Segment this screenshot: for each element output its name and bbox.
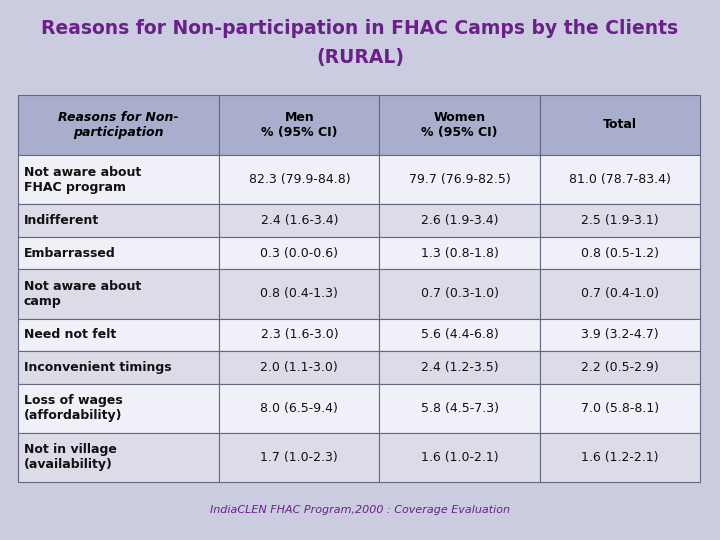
Bar bbox=[18, 204, 219, 237]
Bar bbox=[540, 95, 700, 155]
Text: Indifferent: Indifferent bbox=[24, 214, 99, 227]
Text: Women
% (95% CI): Women % (95% CI) bbox=[421, 111, 498, 139]
Bar bbox=[219, 155, 379, 204]
Bar bbox=[540, 155, 700, 204]
Bar bbox=[219, 95, 379, 155]
Bar bbox=[219, 384, 379, 433]
Text: 0.7 (0.4-1.0): 0.7 (0.4-1.0) bbox=[581, 287, 659, 300]
Text: 0.8 (0.4-1.3): 0.8 (0.4-1.3) bbox=[261, 287, 338, 300]
Bar bbox=[18, 95, 219, 155]
Bar bbox=[379, 384, 540, 433]
Text: Not aware about
FHAC program: Not aware about FHAC program bbox=[24, 166, 141, 193]
Text: 0.7 (0.3-1.0): 0.7 (0.3-1.0) bbox=[420, 287, 498, 300]
Text: Not aware about
camp: Not aware about camp bbox=[24, 280, 141, 308]
Text: 2.0 (1.1-3.0): 2.0 (1.1-3.0) bbox=[261, 361, 338, 374]
Bar bbox=[540, 237, 700, 269]
Bar bbox=[379, 433, 540, 482]
Text: Total: Total bbox=[603, 118, 637, 132]
Text: 8.0 (6.5-9.4): 8.0 (6.5-9.4) bbox=[261, 402, 338, 415]
Text: 5.6 (4.4-6.8): 5.6 (4.4-6.8) bbox=[420, 328, 498, 341]
Text: 2.3 (1.6-3.0): 2.3 (1.6-3.0) bbox=[261, 328, 338, 341]
Text: 0.3 (0.0-0.6): 0.3 (0.0-0.6) bbox=[261, 247, 338, 260]
Bar bbox=[379, 351, 540, 384]
Text: Men
% (95% CI): Men % (95% CI) bbox=[261, 111, 338, 139]
Bar bbox=[18, 319, 219, 351]
Text: 81.0 (78.7-83.4): 81.0 (78.7-83.4) bbox=[569, 173, 671, 186]
Text: 2.4 (1.6-3.4): 2.4 (1.6-3.4) bbox=[261, 214, 338, 227]
Text: 79.7 (76.9-82.5): 79.7 (76.9-82.5) bbox=[409, 173, 510, 186]
Bar bbox=[219, 204, 379, 237]
Bar bbox=[219, 319, 379, 351]
Text: 2.4 (1.2-3.5): 2.4 (1.2-3.5) bbox=[420, 361, 498, 374]
Bar bbox=[219, 351, 379, 384]
Text: 1.7 (1.0-2.3): 1.7 (1.0-2.3) bbox=[261, 451, 338, 464]
Bar bbox=[379, 237, 540, 269]
Bar bbox=[379, 204, 540, 237]
Text: 1.3 (0.8-1.8): 1.3 (0.8-1.8) bbox=[420, 247, 498, 260]
Bar bbox=[379, 319, 540, 351]
Bar bbox=[18, 351, 219, 384]
Text: 2.6 (1.9-3.4): 2.6 (1.9-3.4) bbox=[421, 214, 498, 227]
Bar bbox=[18, 433, 219, 482]
Text: Inconvenient timings: Inconvenient timings bbox=[24, 361, 171, 374]
Text: Reasons for Non-participation in FHAC Camps by the Clients: Reasons for Non-participation in FHAC Ca… bbox=[42, 18, 678, 37]
Text: 1.6 (1.2-2.1): 1.6 (1.2-2.1) bbox=[581, 451, 659, 464]
Text: 2.2 (0.5-2.9): 2.2 (0.5-2.9) bbox=[581, 361, 659, 374]
Bar bbox=[18, 384, 219, 433]
Bar bbox=[540, 351, 700, 384]
Text: 7.0 (5.8-8.1): 7.0 (5.8-8.1) bbox=[581, 402, 659, 415]
Bar bbox=[540, 204, 700, 237]
Text: Not in village
(availability): Not in village (availability) bbox=[24, 443, 117, 471]
Text: Need not felt: Need not felt bbox=[24, 328, 116, 341]
Text: IndiaCLEN FHAC Program,2000 : Coverage Evaluation: IndiaCLEN FHAC Program,2000 : Coverage E… bbox=[210, 505, 510, 515]
Bar bbox=[219, 433, 379, 482]
Text: 3.9 (3.2-4.7): 3.9 (3.2-4.7) bbox=[581, 328, 659, 341]
Bar bbox=[379, 95, 540, 155]
Bar bbox=[540, 384, 700, 433]
Bar bbox=[18, 237, 219, 269]
Bar bbox=[219, 237, 379, 269]
Bar bbox=[219, 269, 379, 319]
Text: 1.6 (1.0-2.1): 1.6 (1.0-2.1) bbox=[420, 451, 498, 464]
Bar bbox=[540, 433, 700, 482]
Text: Loss of wages
(affordability): Loss of wages (affordability) bbox=[24, 394, 122, 422]
Bar bbox=[379, 155, 540, 204]
Text: 82.3 (79.9-84.8): 82.3 (79.9-84.8) bbox=[248, 173, 350, 186]
Text: 0.8 (0.5-1.2): 0.8 (0.5-1.2) bbox=[581, 247, 659, 260]
Bar bbox=[540, 319, 700, 351]
Text: Reasons for Non-
participation: Reasons for Non- participation bbox=[58, 111, 179, 139]
Text: (RURAL): (RURAL) bbox=[316, 49, 404, 68]
Text: 2.5 (1.9-3.1): 2.5 (1.9-3.1) bbox=[581, 214, 659, 227]
Bar bbox=[18, 155, 219, 204]
Bar bbox=[540, 269, 700, 319]
Text: 5.8 (4.5-7.3): 5.8 (4.5-7.3) bbox=[420, 402, 498, 415]
Bar bbox=[379, 269, 540, 319]
Text: Embarrassed: Embarrassed bbox=[24, 247, 116, 260]
Bar bbox=[18, 269, 219, 319]
